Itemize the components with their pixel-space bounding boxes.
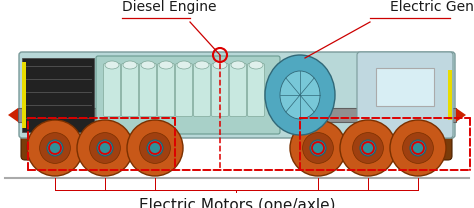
- FancyBboxPatch shape: [103, 63, 120, 116]
- Circle shape: [402, 133, 433, 163]
- FancyBboxPatch shape: [296, 114, 452, 160]
- Circle shape: [40, 133, 71, 163]
- Text: Electric Motors (one/axle): Electric Motors (one/axle): [139, 198, 335, 208]
- FancyBboxPatch shape: [193, 63, 210, 116]
- Bar: [448, 70, 452, 120]
- Circle shape: [340, 120, 396, 176]
- Circle shape: [140, 133, 170, 163]
- Circle shape: [302, 133, 333, 163]
- Circle shape: [27, 120, 83, 176]
- Circle shape: [410, 140, 426, 156]
- Ellipse shape: [141, 61, 155, 69]
- FancyBboxPatch shape: [157, 63, 174, 116]
- Circle shape: [47, 140, 63, 156]
- Ellipse shape: [177, 61, 191, 69]
- FancyBboxPatch shape: [96, 56, 280, 134]
- Circle shape: [353, 133, 383, 163]
- Bar: [18, 108, 456, 122]
- FancyBboxPatch shape: [357, 52, 453, 138]
- Circle shape: [147, 140, 163, 156]
- FancyBboxPatch shape: [175, 63, 192, 116]
- FancyBboxPatch shape: [211, 63, 228, 116]
- Circle shape: [97, 140, 113, 156]
- Polygon shape: [8, 108, 18, 122]
- Ellipse shape: [159, 61, 173, 69]
- Circle shape: [77, 120, 133, 176]
- Text: Diesel Engine: Diesel Engine: [122, 0, 217, 14]
- Ellipse shape: [231, 61, 245, 69]
- Ellipse shape: [265, 55, 335, 135]
- Circle shape: [290, 120, 346, 176]
- Ellipse shape: [249, 61, 263, 69]
- Bar: [22, 62, 26, 128]
- Ellipse shape: [280, 71, 320, 119]
- Bar: [376, 68, 434, 106]
- Circle shape: [360, 140, 376, 156]
- Circle shape: [310, 140, 326, 156]
- Circle shape: [90, 133, 120, 163]
- Ellipse shape: [213, 61, 227, 69]
- FancyBboxPatch shape: [121, 63, 138, 116]
- Ellipse shape: [195, 61, 209, 69]
- Circle shape: [127, 120, 183, 176]
- FancyBboxPatch shape: [247, 63, 264, 116]
- FancyBboxPatch shape: [229, 63, 246, 116]
- Bar: [22, 58, 94, 132]
- Polygon shape: [456, 108, 466, 122]
- FancyBboxPatch shape: [21, 114, 177, 160]
- Text: Electric Generator: Electric Generator: [390, 0, 474, 14]
- Ellipse shape: [123, 61, 137, 69]
- FancyBboxPatch shape: [19, 52, 455, 138]
- Circle shape: [390, 120, 446, 176]
- Ellipse shape: [105, 61, 119, 69]
- FancyBboxPatch shape: [139, 63, 156, 116]
